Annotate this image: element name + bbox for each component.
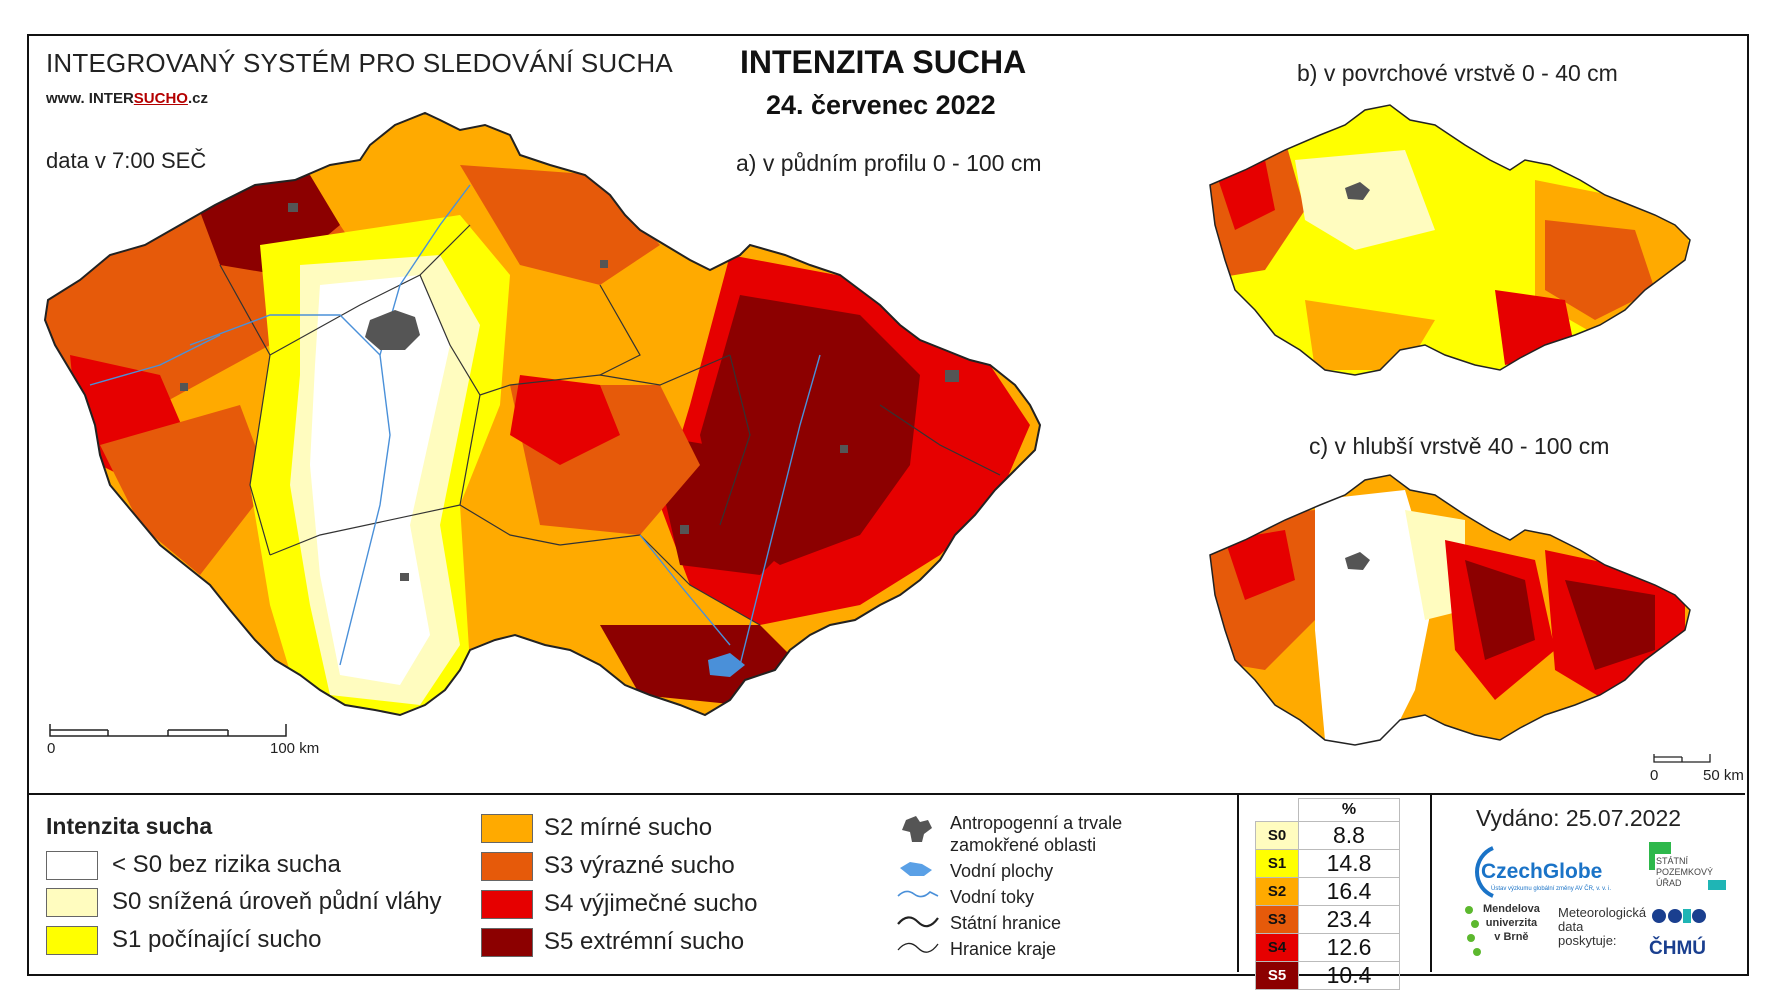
stats-value-s0: 8.8 bbox=[1298, 821, 1400, 850]
main-date: 24. červenec 2022 bbox=[766, 90, 996, 120]
stats-row-s4: S4 12.6 bbox=[1255, 933, 1400, 962]
chmu-logo-mark bbox=[1652, 909, 1706, 923]
czechglobe-subtitle: Ústav výzkumu globální změny AV ČR, v. v… bbox=[1491, 886, 1612, 892]
spu-logo-mark-stem bbox=[1649, 854, 1655, 870]
legend-divider-2 bbox=[1430, 795, 1432, 972]
water-body-icon bbox=[900, 862, 932, 876]
symbol-anthropogenic: Antropogenní a trvale zamokřené oblasti bbox=[950, 812, 1122, 856]
small-scale-end: 50 km bbox=[1703, 767, 1744, 784]
meteo-line2: data bbox=[1558, 919, 1584, 934]
legend-label-s2: S2 mírné sucho bbox=[544, 814, 713, 841]
small-scale-bar bbox=[1653, 754, 1711, 763]
mendelu-line1: Mendelova bbox=[1483, 903, 1540, 915]
spu-line2: POZEMKOVÝ bbox=[1656, 867, 1714, 877]
legend-swatch-s1 bbox=[46, 926, 98, 955]
mendelu-logo-dots bbox=[1465, 906, 1481, 956]
system-title: INTEGROVANÝ SYSTÉM PRO SLEDOVÁNÍ SUCHA bbox=[46, 48, 673, 78]
website[interactable]: www. INTERSUCHO.cz bbox=[46, 90, 208, 107]
meteo-provider-text: Meteorologická data poskytuje: bbox=[1558, 906, 1646, 948]
surface-layer-map bbox=[1209, 104, 1691, 376]
stats-code-s2: S2 bbox=[1255, 877, 1299, 906]
legend-label-s1: S1 počínající sucho bbox=[112, 926, 322, 953]
map-a-label: a) v půdním profilu 0 - 100 cm bbox=[736, 150, 1042, 176]
czechglobe-logo-arc bbox=[1475, 846, 1494, 898]
symbol-region-border: Hranice kraje bbox=[950, 939, 1057, 959]
deeper-layer-map bbox=[1209, 474, 1691, 746]
symbol-water-streams: Vodní toky bbox=[950, 887, 1035, 907]
legend-swatch-s3 bbox=[481, 852, 533, 881]
stats-header-percent: % bbox=[1298, 798, 1400, 822]
spu-line1: STÁTNÍ bbox=[1656, 856, 1689, 866]
stats-row-s3: S3 23.4 bbox=[1255, 905, 1400, 934]
stats-header-row: % bbox=[1256, 798, 1400, 822]
mendelu-line3: v Brně bbox=[1494, 931, 1529, 943]
spu-logo-accent bbox=[1708, 880, 1726, 890]
legend-swatch-no-risk bbox=[46, 851, 98, 880]
state-border-icon bbox=[897, 916, 939, 928]
symbol-state-border: Státní hranice bbox=[950, 913, 1062, 933]
legend-label-s0: S0 snížená úroveň půdní vláhy bbox=[112, 888, 442, 915]
main-scale-bar bbox=[49, 724, 287, 737]
legend-swatch-s4 bbox=[481, 890, 533, 919]
anthropogenic-area-icon bbox=[902, 816, 932, 842]
legend-swatch-s0 bbox=[46, 888, 98, 917]
website-prefix: www. INTER bbox=[46, 90, 134, 107]
stats-code-s3: S3 bbox=[1255, 905, 1299, 934]
main-drought-map bbox=[43, 111, 1042, 717]
legend-label-s4: S4 výjimečné sucho bbox=[544, 890, 758, 917]
stats-code-s5: S5 bbox=[1255, 961, 1299, 990]
drought-stats-table: % S0 8.8 S1 14.8 S2 16.4 S3 23.4 S4 12.6… bbox=[1255, 798, 1400, 990]
legend-swatch-s2 bbox=[481, 814, 533, 843]
stats-value-s5: 10.4 bbox=[1298, 961, 1400, 990]
symbol-anthropogenic-line1: Antropogenní a trvale bbox=[950, 813, 1123, 833]
website-underlined: SUCHO bbox=[133, 90, 188, 107]
spu-logo-mark bbox=[1649, 842, 1671, 854]
issued-date: Vydáno: 25.07.2022 bbox=[1476, 805, 1682, 831]
spu-logo-text[interactable]: STÁTNÍ POZEMKOVÝ ÚŘAD bbox=[1656, 856, 1713, 889]
data-time: data v 7:00 SEČ bbox=[46, 148, 207, 173]
main-scale-end: 100 km bbox=[270, 740, 320, 757]
stats-header-blank bbox=[1256, 799, 1299, 822]
chmu-logo[interactable]: ČHMÚ bbox=[1649, 938, 1706, 959]
stats-code-s4: S4 bbox=[1255, 933, 1299, 962]
symbol-anthropogenic-line2: zamokřené oblasti bbox=[950, 835, 1097, 855]
mendelu-logo-text[interactable]: Mendelova univerzita v Brně bbox=[1483, 902, 1540, 944]
legend-label-no-risk: < S0 bez rizika sucha bbox=[112, 851, 341, 878]
legend-swatch-s5 bbox=[481, 928, 533, 957]
symbol-water-bodies: Vodní plochy bbox=[950, 861, 1054, 881]
main-title: INTENZITA SUCHA bbox=[740, 44, 1027, 80]
map-c-label: c) v hlubší vrstvě 40 - 100 cm bbox=[1309, 433, 1610, 459]
website-suffix: .cz bbox=[187, 90, 208, 107]
stats-code-s1: S1 bbox=[1255, 849, 1299, 878]
legend-label-s3: S3 výrazné sucho bbox=[544, 852, 735, 879]
legend-separator bbox=[27, 793, 1745, 795]
stats-value-s4: 12.6 bbox=[1298, 933, 1400, 962]
stats-code-s0: S0 bbox=[1255, 821, 1299, 850]
stats-row-s0: S0 8.8 bbox=[1255, 821, 1400, 850]
water-stream-icon bbox=[897, 890, 939, 898]
spu-line3: ÚŘAD bbox=[1656, 878, 1682, 888]
legend-title: Intenzita sucha bbox=[46, 813, 213, 839]
partner-logos: CzechGlobe Ústav výzkumu globální změny … bbox=[1463, 842, 1733, 966]
legend-label-s5: S5 extrémní sucho bbox=[544, 928, 745, 955]
meteo-line3: poskytuje: bbox=[1558, 933, 1617, 948]
small-scale-zero: 0 bbox=[1650, 767, 1659, 784]
czechglobe-logo[interactable]: CzechGlobe bbox=[1481, 860, 1603, 883]
stats-row-s1: S1 14.8 bbox=[1255, 849, 1400, 878]
stats-row-s5: S5 10.4 bbox=[1255, 961, 1400, 990]
mendelu-line2: univerzita bbox=[1485, 917, 1538, 929]
region-border-icon bbox=[897, 942, 939, 953]
stats-value-s3: 23.4 bbox=[1298, 905, 1400, 934]
main-scale-zero: 0 bbox=[47, 740, 56, 757]
stats-row-s2: S2 16.4 bbox=[1255, 877, 1400, 906]
map-b-label: b) v povrchové vrstvě 0 - 40 cm bbox=[1297, 60, 1618, 86]
legend-divider-1 bbox=[1237, 795, 1239, 972]
stats-value-s1: 14.8 bbox=[1298, 849, 1400, 878]
stats-value-s2: 16.4 bbox=[1298, 877, 1400, 906]
meteo-line1: Meteorologická bbox=[1558, 905, 1647, 920]
